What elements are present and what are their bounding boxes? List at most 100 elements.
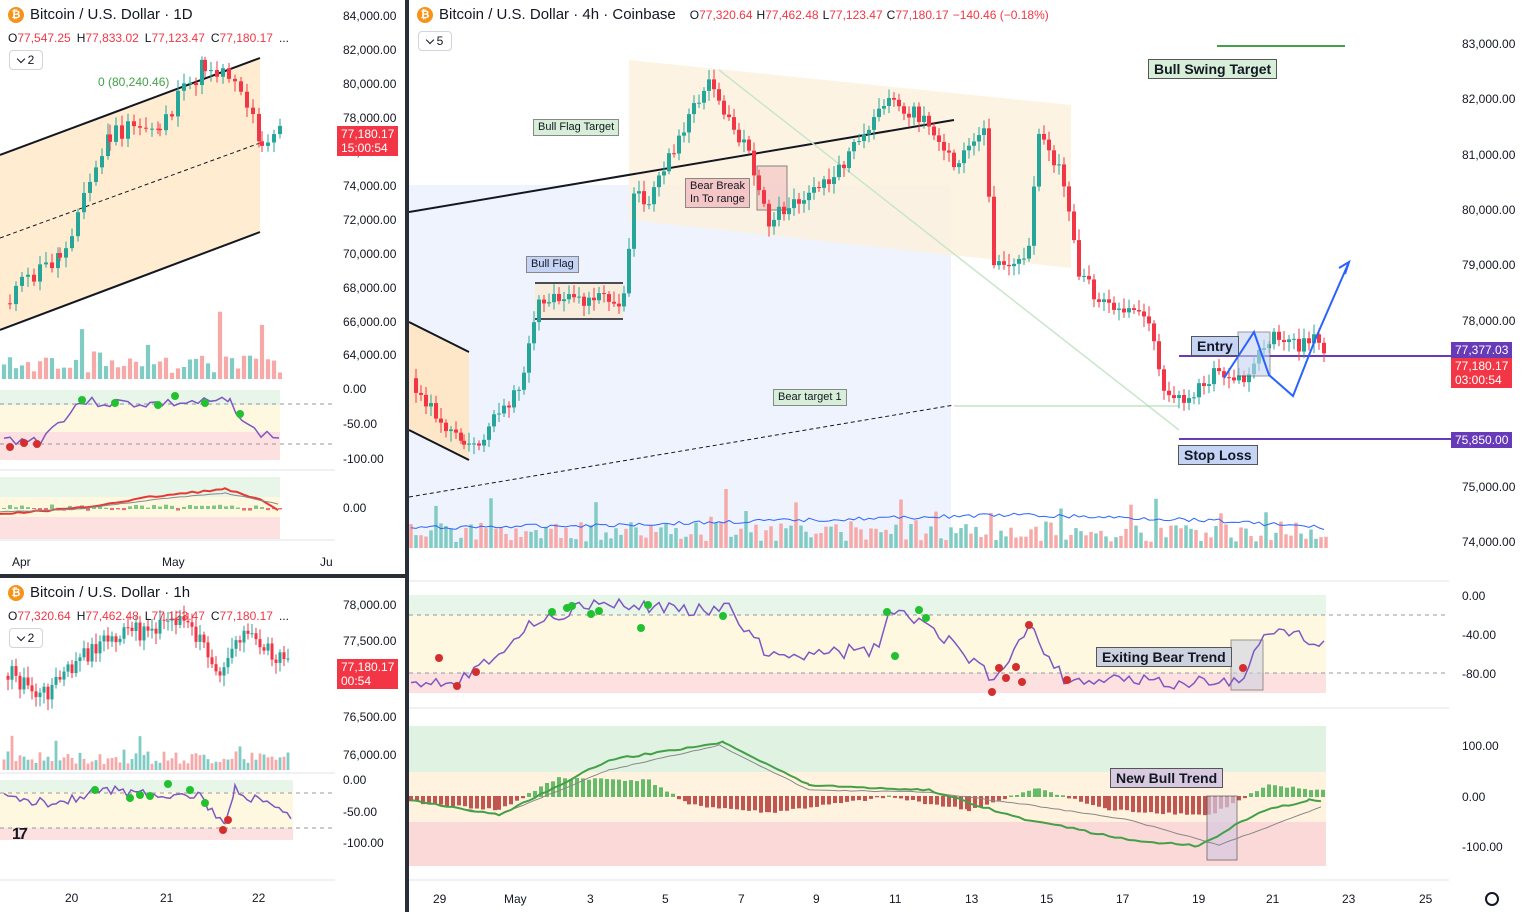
daily-rsi-axis-100: -100.00 [343,452,384,466]
hourly-price-tag: 77,180.17 00:54 [337,659,399,689]
daily-price-axis-label: 72,000.00 [343,213,397,227]
projection-path [1223,261,1350,398]
four-hour-volume-bar [909,524,913,548]
hourly-chart-canvas[interactable] [0,578,405,912]
four-hour-volume-bar [794,502,798,548]
daily-indicators-toggle[interactable]: 2 [9,50,43,70]
four-hour-candle-body [672,153,676,155]
four-hour-volume-bar [744,511,748,548]
bear-target-note[interactable]: Bear target 1 [773,389,847,406]
bull-flag-target-note[interactable]: Bull Flag Target [533,119,620,136]
four-hour-candle-body [622,293,626,307]
macd-hist-bar [729,796,733,809]
tradingview-logo-icon[interactable]: 17 [12,826,28,843]
gear-icon[interactable] [1485,892,1499,906]
daily-macd-bar [218,504,222,509]
entry-note[interactable]: Entry [1191,336,1239,356]
four-hour-candle-body [1017,258,1021,264]
daily-candle-body [64,248,68,258]
four-hour-volume-bar [409,524,413,548]
hourly-volume-bar [210,763,214,770]
four-hour-candle-body [692,103,696,115]
four-hour-volume-bar [989,512,993,548]
macd-hist-bar [717,796,721,809]
four-hour-volume-bar [919,540,923,548]
four-hour-volume-bar [1179,528,1183,548]
macd-hist-bar [767,796,771,813]
bear-break-note[interactable]: Bear Break In To range [685,178,751,208]
hourly-title[interactable]: ₿ Bitcoin / U.S. Dollar · 1h [8,584,190,601]
macd-hist-bar [985,796,989,805]
daily-signal-line [0,492,279,513]
bull-swing-target-note[interactable]: Bull Swing Target [1148,59,1278,79]
macd-hist-bar [457,796,461,806]
rsi-green-dot [719,612,727,620]
hourly-candle-body [90,644,94,662]
daily-macd-bar [254,505,258,509]
daily-candle-body [8,303,12,305]
stop-loss-tag: 75,850.00 [1451,432,1513,448]
exiting-bear-trend-note[interactable]: Exiting Bear Trend [1096,647,1232,667]
hourly-chart-pane[interactable]: ₿ Bitcoin / U.S. Dollar · 1h O77,320.64 H… [0,578,405,912]
hourly-candle-body [194,626,198,642]
macd-hist-bar [503,796,507,807]
four-hour-volume-bar [669,534,673,548]
four-hour-candle-body [687,114,691,133]
hourly-candle-body [38,692,42,698]
bull-flag-note[interactable]: Bull Flag [526,256,579,273]
daily-title[interactable]: ₿ Bitcoin / U.S. Dollar · 1D [8,6,193,23]
four-hour-candle-body [867,129,871,135]
hourly-candle-body [122,627,126,639]
daily-macd-bar [116,508,120,510]
four-hour-candle-body [1192,397,1196,399]
four-hour-volume-bar [729,536,733,548]
macd-hist-bar [587,779,591,797]
four-hour-chart-pane[interactable]: ₿ Bitcoin / U.S. Dollar · 4h · Coinbase … [409,0,1523,912]
macd-hist-bar [1073,796,1077,799]
new-bull-trend-note[interactable]: New Bull Trend [1110,768,1224,788]
four-hour-indicators-toggle[interactable]: 5 [418,31,452,51]
hourly-volume-bar [98,754,102,770]
macd-hist-bar [1149,796,1153,813]
daily-macd-bar [2,507,6,509]
four-hour-candle-body [1107,299,1111,303]
daily-candle-body [170,114,174,117]
macd-hist-bar [1279,786,1283,797]
chevron-down-icon [425,35,434,44]
four-hour-volume-bar [619,534,623,548]
daily-channel-lower [0,231,261,331]
daily-volume-bar [7,357,13,379]
daily-channel-fill [0,58,260,330]
four-hour-candle-body [439,418,443,423]
four-hour-candle-body [1117,308,1121,310]
daily-macd-bar [224,506,228,509]
macd-hist-bar [687,796,691,805]
macd-hist-bar [1249,793,1253,797]
four-hour-volume-bar [1194,529,1198,548]
four-hour-volume-bar [1004,536,1008,548]
hourly-volume-bar [22,756,26,770]
stop-loss-note[interactable]: Stop Loss [1178,445,1258,465]
four-hour-candle-body [582,296,586,306]
volume-ma-line [410,512,1325,530]
four-hour-candle-body [472,443,476,445]
daily-chart-pane[interactable]: ₿ Bitcoin / U.S. Dollar · 1D O77,547.25 H… [0,0,405,574]
four-hour-volume-bar [434,505,438,548]
hourly-candle-body [218,671,222,676]
pane-divider-vertical[interactable] [405,0,409,912]
hourly-volume-bar [266,757,270,770]
four-hour-title[interactable]: ₿ Bitcoin / U.S. Dollar · 4h · Coinbase … [417,6,1053,23]
four-hour-candle-body [1282,339,1286,343]
daily-chart-canvas[interactable] [0,0,405,574]
four-hour-volume-bar [1209,537,1213,548]
hourly-indicators-toggle[interactable]: 2 [9,628,43,648]
daily-candle-body [120,125,124,139]
four-hour-volume-bar [509,540,513,548]
rsi-axis-0: 0.00 [1462,589,1486,603]
hourly-volume-bar [118,762,122,770]
four-hour-volume-bar [819,533,823,548]
four-hour-volume-bar [959,528,963,548]
four-hour-chart-canvas[interactable] [409,0,1523,912]
four-hour-volume-bar [834,524,838,548]
pane-divider-horizontal[interactable] [0,574,405,578]
